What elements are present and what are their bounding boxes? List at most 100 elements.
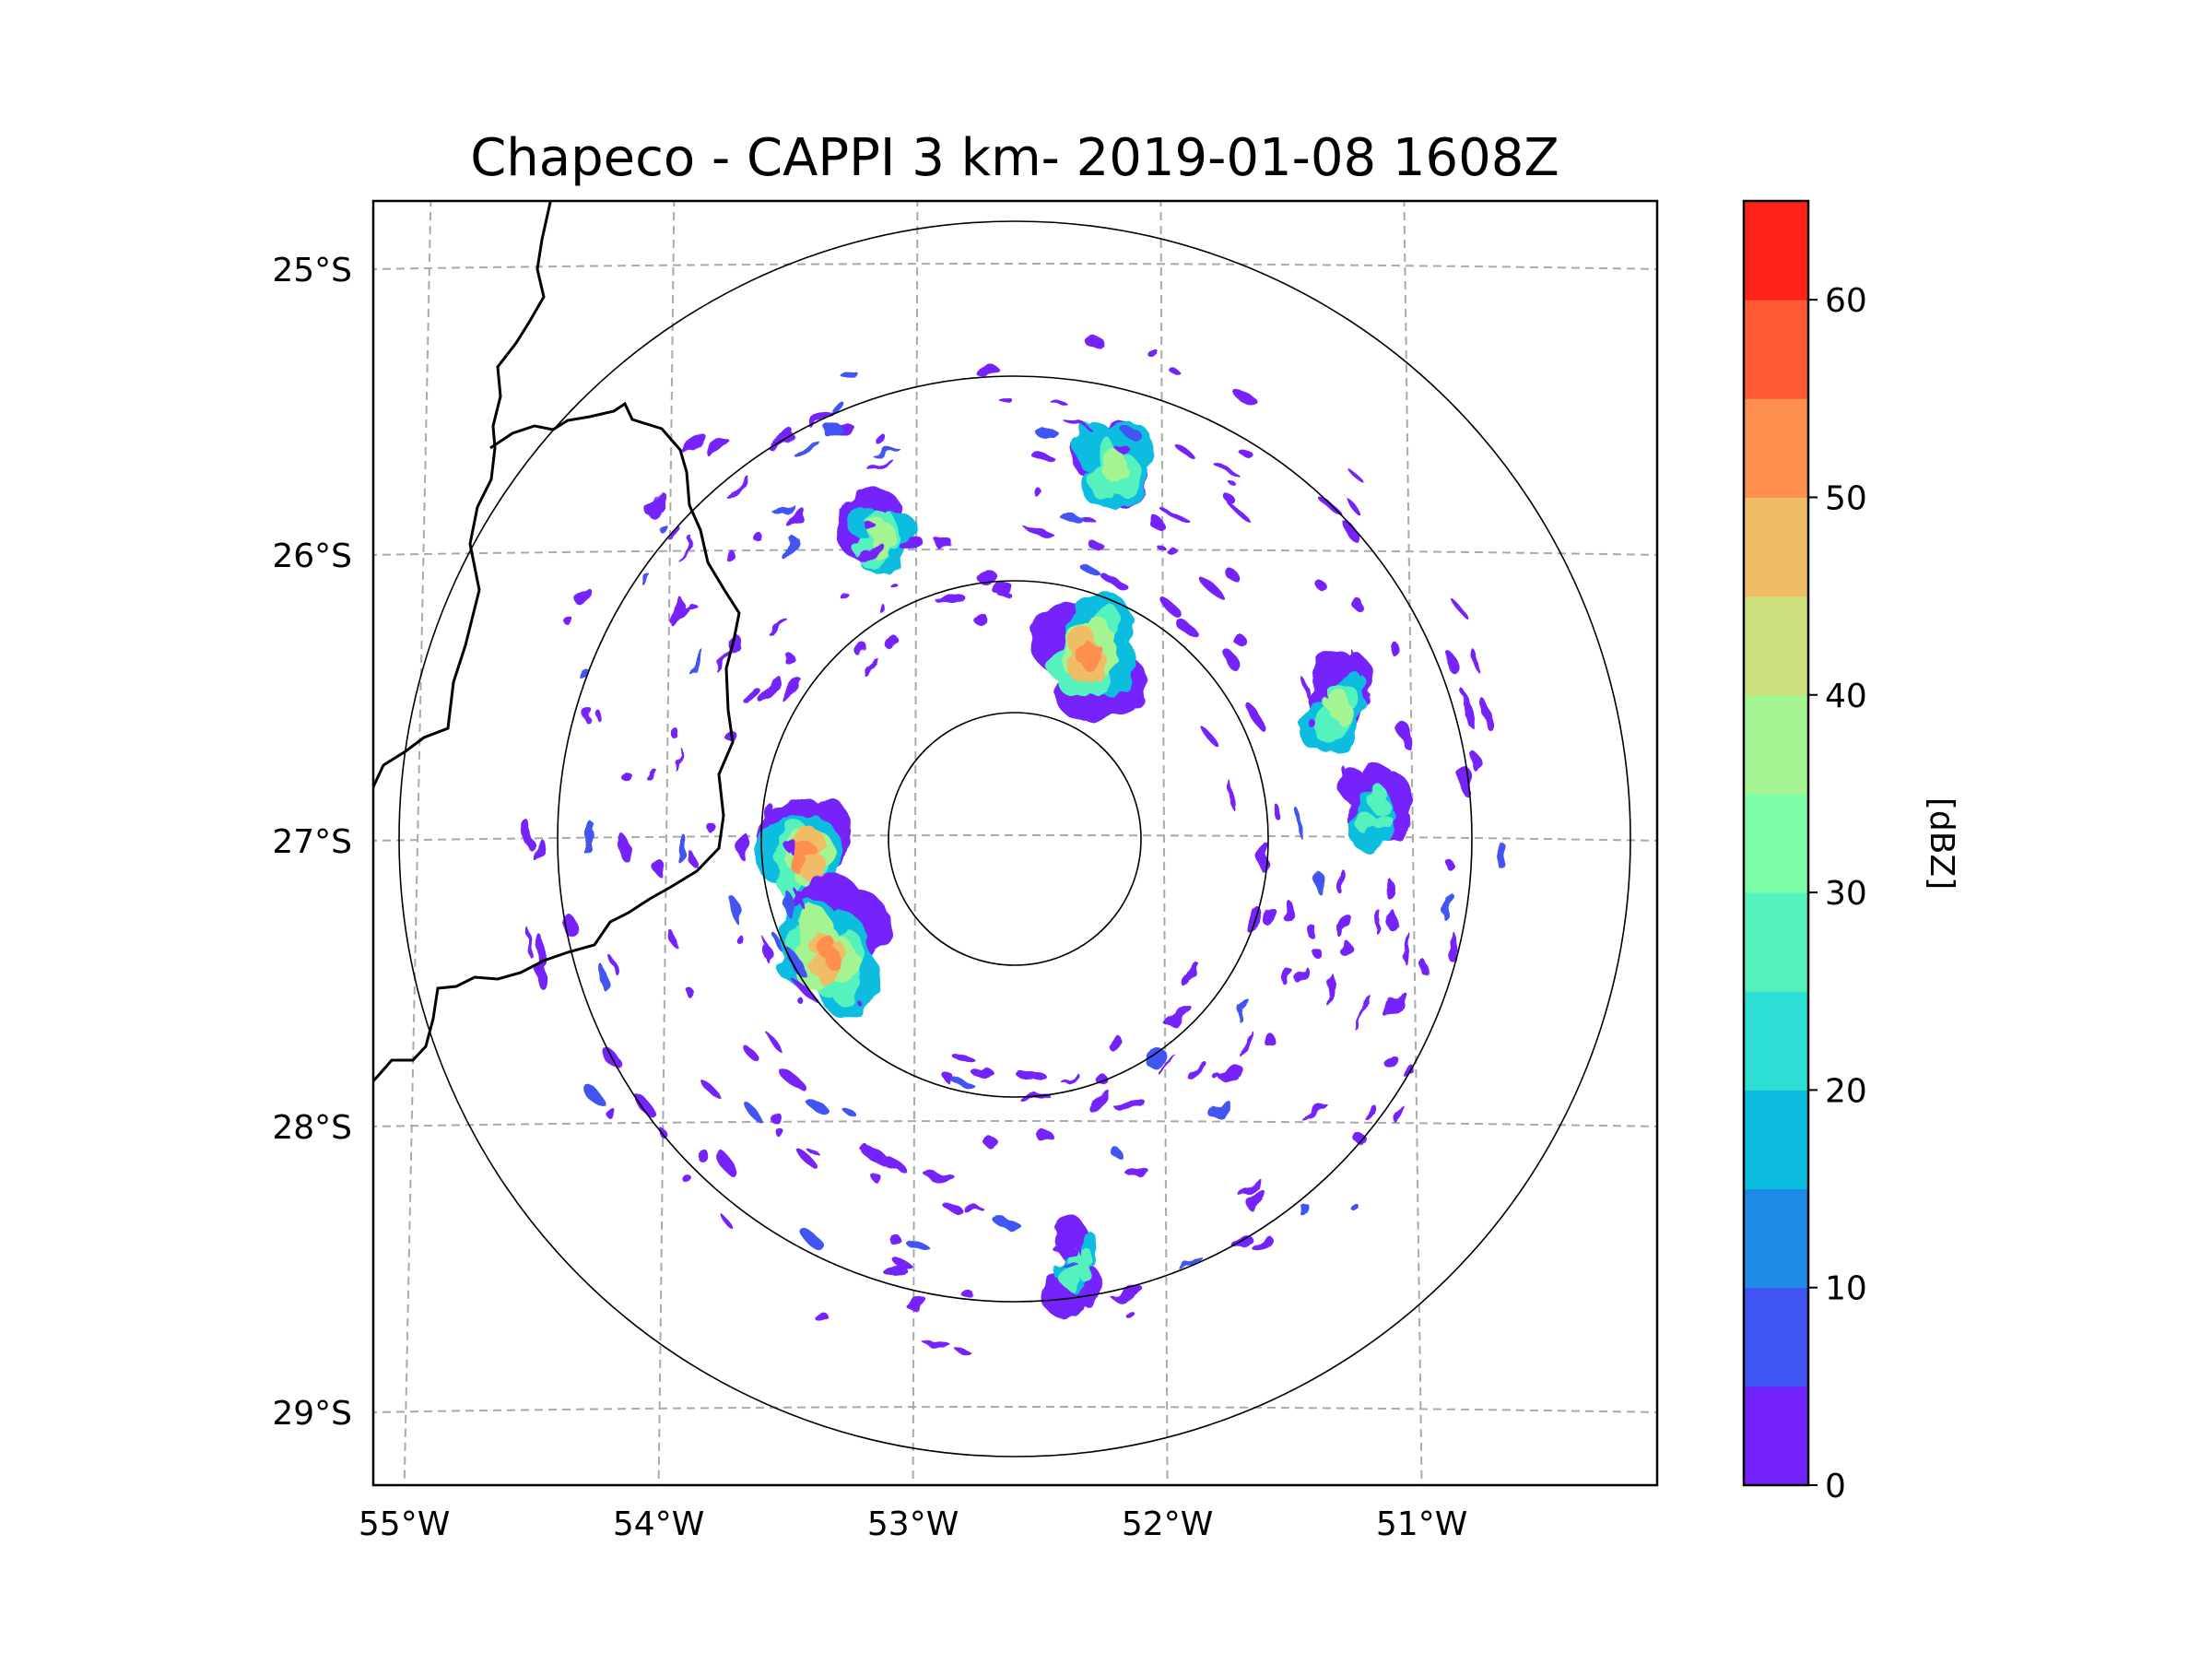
range-ring xyxy=(557,375,1473,1303)
clutter-echo xyxy=(1030,452,1055,462)
latitude-tick-label: 27°S xyxy=(272,823,352,861)
clutter-echo xyxy=(1341,766,1348,784)
clutter-echo xyxy=(620,770,631,782)
clutter-echo xyxy=(565,915,577,938)
clutter-echo xyxy=(1316,580,1328,593)
clutter-echo xyxy=(1449,933,1458,963)
clutter-echo xyxy=(982,1136,997,1146)
clutter-echo xyxy=(806,1148,820,1156)
latitude-gridline xyxy=(373,834,1657,842)
clutter-echo xyxy=(1232,632,1243,643)
colorbar-segment xyxy=(1744,991,1808,1091)
colorbar-tick-label: 10 xyxy=(1825,1270,1867,1308)
clutter-echo xyxy=(1241,1181,1265,1199)
clutter-echo xyxy=(859,1144,870,1153)
clutter-echo xyxy=(1452,598,1467,619)
clutter-echo xyxy=(1341,519,1363,546)
clutter-echo xyxy=(1111,1146,1120,1158)
colorbar-tick-label: 60 xyxy=(1825,282,1867,320)
clutter-echo xyxy=(878,605,887,613)
clutter-echo xyxy=(795,442,820,459)
clutter-echo xyxy=(654,858,666,879)
latitude-tick-label: 25°S xyxy=(272,252,352,289)
clutter-echo xyxy=(786,950,805,976)
clutter-echo xyxy=(866,462,897,470)
clutter-echo xyxy=(759,942,772,960)
clutter-echo xyxy=(647,492,667,518)
clutter-echo xyxy=(1252,1235,1273,1251)
clutter-echo xyxy=(678,538,695,562)
clutter-echo xyxy=(787,839,797,854)
clutter-echo xyxy=(1341,941,1352,959)
clutter-echo xyxy=(1353,600,1366,613)
clutter-echo xyxy=(678,835,688,866)
clutter-echo xyxy=(1445,859,1453,870)
clutter-echo xyxy=(1220,1065,1243,1083)
clutter-echo xyxy=(1389,639,1401,659)
clutter-echo xyxy=(1033,428,1061,439)
longitude-tick-label: 53°W xyxy=(867,1505,959,1543)
clutter-echo xyxy=(1384,991,1406,1019)
border-line xyxy=(373,201,552,791)
clutter-echo xyxy=(770,1112,782,1124)
echo-cell xyxy=(1061,1267,1080,1290)
country-borders xyxy=(373,201,741,1083)
clutter-echo xyxy=(1161,598,1183,620)
clutter-echo xyxy=(1295,965,1308,984)
echo-southwest-cell xyxy=(778,873,890,1020)
clutter-echo xyxy=(1121,426,1145,443)
clutter-echo xyxy=(988,581,1014,593)
clutter-echo xyxy=(897,536,923,548)
clutter-echo xyxy=(581,667,587,680)
range-ring xyxy=(760,580,1269,1098)
clutter-echo xyxy=(872,448,901,457)
echo-east-southeast-cell xyxy=(1339,763,1413,856)
clutter-echo xyxy=(925,1173,956,1182)
longitude-tick-labels: 55°W 54°W 53°W 52°W 51°W xyxy=(359,1505,1467,1543)
clutter-echo xyxy=(736,832,747,858)
clutter-echo xyxy=(857,543,885,561)
clutter-echo xyxy=(1401,929,1408,962)
clutter-echo xyxy=(584,707,593,724)
clutter-echo xyxy=(1241,1032,1255,1058)
clutter-echo xyxy=(1313,950,1325,961)
clutter-echo xyxy=(1298,1204,1310,1214)
clutter-echo xyxy=(722,1215,734,1231)
echo-cell xyxy=(1077,1247,1094,1269)
clutter-echo xyxy=(1336,914,1351,938)
clutter-echo xyxy=(840,593,850,599)
clutter-echo xyxy=(1306,718,1315,726)
clutter-echo xyxy=(796,996,804,1004)
colorbar-segment xyxy=(1744,201,1808,301)
clutter-echo xyxy=(772,503,794,514)
clutter-echo xyxy=(957,1349,971,1354)
clutter-echo xyxy=(1146,1050,1167,1067)
clutter-echo xyxy=(1375,912,1383,935)
clutter-echo xyxy=(853,643,867,655)
echo-north-cell xyxy=(1072,420,1155,508)
graticule xyxy=(373,201,1657,1485)
clutter-echo xyxy=(1394,1105,1406,1124)
clutter-echo xyxy=(535,962,547,989)
clutter-echo xyxy=(882,1157,905,1172)
clutter-echo xyxy=(947,1050,975,1061)
clutter-echo xyxy=(610,956,619,976)
clutter-echo xyxy=(779,1068,805,1090)
clutter-echo xyxy=(1024,526,1056,537)
clutter-echo xyxy=(1233,390,1256,404)
clutter-echo xyxy=(1350,648,1362,678)
clutter-echo xyxy=(1222,564,1241,584)
clutter-echo xyxy=(1053,1245,1076,1255)
clutter-echo xyxy=(673,749,684,770)
clutter-echo xyxy=(758,676,782,702)
clutter-echo xyxy=(892,1257,912,1269)
colorbar-segment xyxy=(1744,892,1808,992)
latitude-tick-label: 28°S xyxy=(272,1109,352,1147)
clutter-echo xyxy=(1112,1285,1143,1303)
longitude-tick-label: 55°W xyxy=(359,1505,450,1543)
clutter-echo xyxy=(670,727,680,738)
map-area xyxy=(373,201,1657,1485)
clutter-echo xyxy=(1354,1017,1363,1031)
clutter-echo xyxy=(977,570,997,584)
